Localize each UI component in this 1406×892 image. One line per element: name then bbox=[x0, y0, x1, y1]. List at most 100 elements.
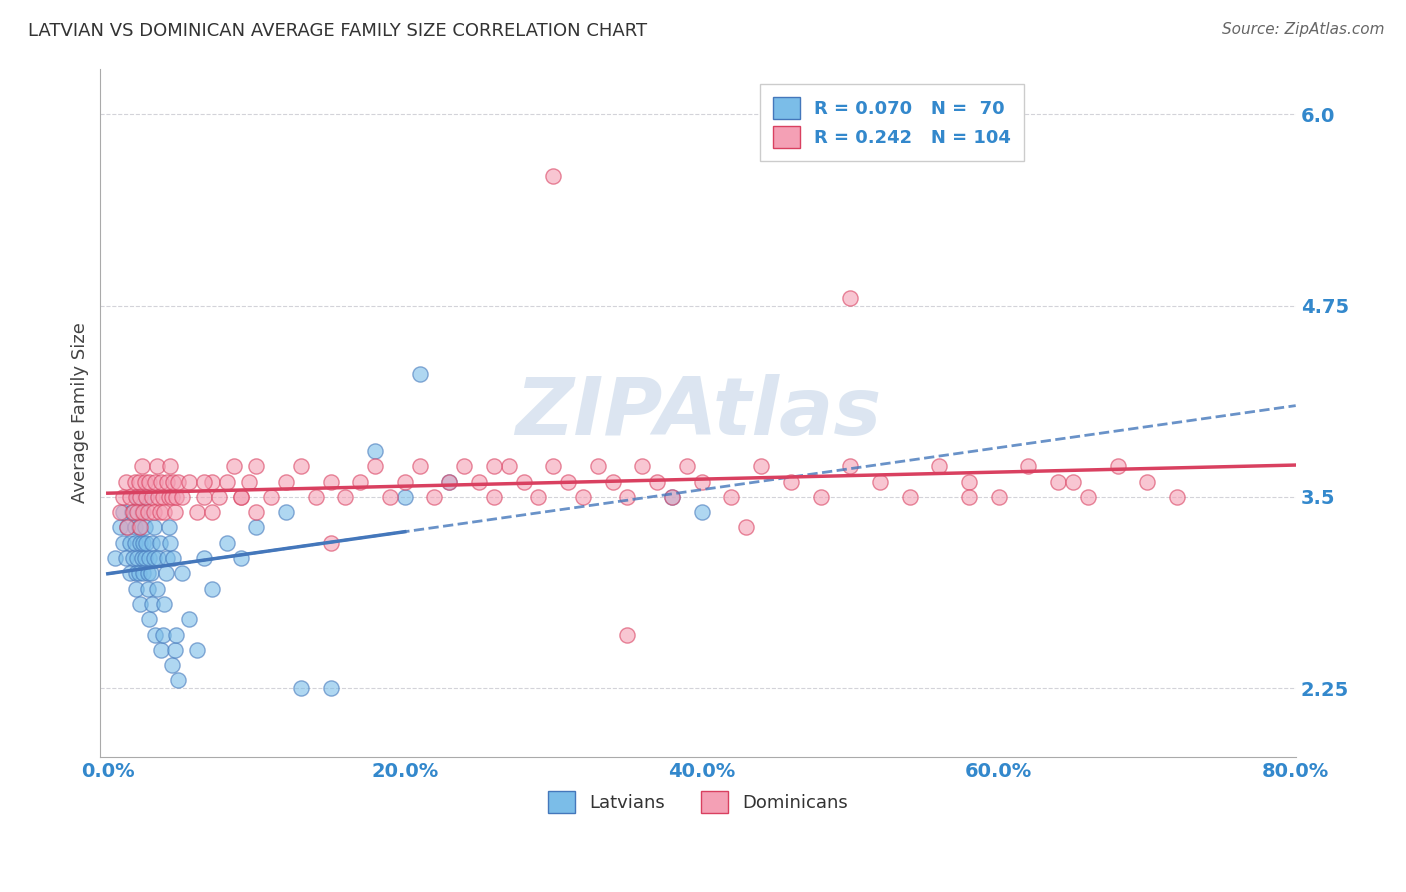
Point bbox=[245, 520, 267, 534]
Point bbox=[1047, 475, 1070, 489]
Point bbox=[193, 490, 215, 504]
Point bbox=[131, 459, 153, 474]
Point bbox=[141, 490, 163, 504]
Point bbox=[138, 551, 160, 566]
Point bbox=[201, 505, 224, 519]
Point bbox=[129, 490, 152, 504]
Point bbox=[115, 520, 138, 534]
Point bbox=[839, 459, 862, 474]
Point bbox=[146, 582, 169, 596]
Point bbox=[108, 520, 131, 534]
Point bbox=[128, 475, 150, 489]
Point bbox=[541, 459, 564, 474]
Point bbox=[124, 475, 146, 489]
Point bbox=[170, 490, 193, 504]
Point bbox=[186, 505, 208, 519]
Point bbox=[527, 490, 550, 504]
Point bbox=[118, 490, 141, 504]
Point bbox=[1077, 490, 1099, 504]
Point bbox=[408, 368, 430, 382]
Text: ZIPAtlas: ZIPAtlas bbox=[515, 374, 882, 451]
Point bbox=[125, 582, 148, 596]
Point bbox=[222, 459, 245, 474]
Point bbox=[193, 551, 215, 566]
Point bbox=[215, 535, 238, 549]
Point bbox=[114, 551, 136, 566]
Point bbox=[482, 490, 505, 504]
Point bbox=[125, 566, 148, 581]
Point bbox=[163, 643, 186, 657]
Point bbox=[141, 535, 163, 549]
Point bbox=[616, 490, 638, 504]
Point bbox=[135, 490, 157, 504]
Point bbox=[111, 535, 134, 549]
Text: Source: ZipAtlas.com: Source: ZipAtlas.com bbox=[1222, 22, 1385, 37]
Point bbox=[127, 505, 149, 519]
Point bbox=[987, 490, 1010, 504]
Point bbox=[136, 582, 159, 596]
Point bbox=[394, 475, 416, 489]
Point bbox=[125, 490, 148, 504]
Point bbox=[143, 475, 166, 489]
Point bbox=[124, 535, 146, 549]
Point bbox=[152, 627, 174, 641]
Point bbox=[319, 681, 342, 695]
Point bbox=[319, 475, 342, 489]
Point bbox=[131, 551, 153, 566]
Point bbox=[260, 490, 283, 504]
Point bbox=[468, 475, 491, 489]
Point bbox=[1062, 475, 1084, 489]
Point bbox=[118, 566, 141, 581]
Point bbox=[349, 475, 371, 489]
Point bbox=[150, 475, 173, 489]
Point bbox=[141, 597, 163, 611]
Point bbox=[128, 520, 150, 534]
Point bbox=[274, 505, 297, 519]
Point bbox=[208, 490, 231, 504]
Point bbox=[114, 475, 136, 489]
Point bbox=[138, 475, 160, 489]
Point bbox=[134, 520, 156, 534]
Point bbox=[245, 505, 267, 519]
Point bbox=[616, 627, 638, 641]
Point bbox=[274, 475, 297, 489]
Point bbox=[423, 490, 446, 504]
Point bbox=[152, 490, 174, 504]
Point bbox=[139, 566, 162, 581]
Point bbox=[201, 475, 224, 489]
Point bbox=[136, 505, 159, 519]
Point bbox=[124, 520, 146, 534]
Point bbox=[498, 459, 520, 474]
Point bbox=[586, 459, 609, 474]
Point bbox=[290, 459, 312, 474]
Point bbox=[541, 169, 564, 183]
Point bbox=[150, 643, 173, 657]
Point bbox=[231, 551, 253, 566]
Point bbox=[957, 475, 980, 489]
Point bbox=[1107, 459, 1129, 474]
Point bbox=[749, 459, 772, 474]
Point bbox=[839, 291, 862, 305]
Point bbox=[132, 566, 155, 581]
Point bbox=[157, 490, 180, 504]
Point bbox=[676, 459, 699, 474]
Point bbox=[179, 612, 201, 626]
Point bbox=[512, 475, 534, 489]
Point bbox=[134, 475, 156, 489]
Point bbox=[179, 475, 201, 489]
Point bbox=[898, 490, 921, 504]
Point bbox=[928, 459, 950, 474]
Y-axis label: Average Family Size: Average Family Size bbox=[72, 322, 89, 503]
Point bbox=[129, 535, 152, 549]
Point bbox=[661, 490, 683, 504]
Point bbox=[163, 505, 186, 519]
Legend: Latvians, Dominicans: Latvians, Dominicans bbox=[537, 780, 859, 823]
Point bbox=[134, 551, 156, 566]
Point bbox=[165, 627, 187, 641]
Point bbox=[156, 475, 179, 489]
Point bbox=[408, 459, 430, 474]
Point bbox=[735, 520, 758, 534]
Point bbox=[364, 459, 387, 474]
Point bbox=[122, 505, 145, 519]
Point bbox=[104, 551, 127, 566]
